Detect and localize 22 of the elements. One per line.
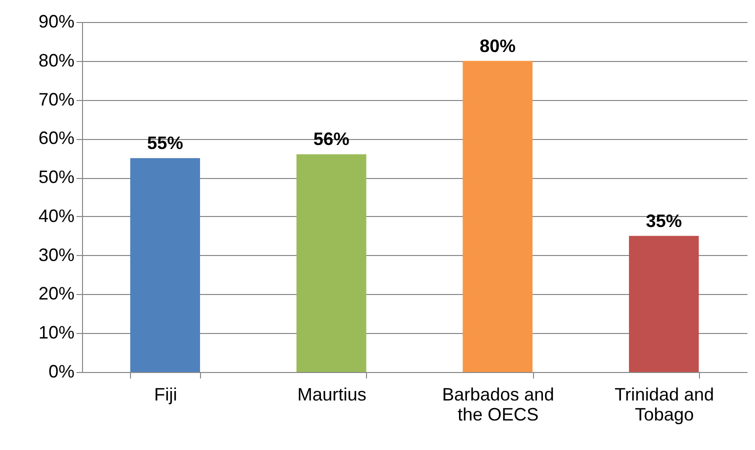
x-tick-label: Fiji: [154, 384, 178, 404]
x-tick-label: Barbados and the OECS: [442, 384, 554, 424]
y-tick-label: 40%: [38, 206, 74, 226]
y-tick-label: 10%: [38, 322, 74, 343]
bar: [296, 154, 366, 372]
data-label: 56%: [313, 129, 350, 150]
y-tick-label: 90%: [38, 12, 74, 32]
y-tick-label: 60%: [38, 128, 74, 148]
x-tick-label: Trinidad and Tobago: [614, 384, 714, 424]
data-label: 35%: [646, 210, 682, 231]
bar: [462, 60, 533, 372]
y-tick-label: 50%: [38, 167, 74, 188]
y-tick-label: 0%: [48, 362, 74, 382]
y-tick-label: 20%: [38, 284, 74, 304]
bar: [130, 158, 200, 372]
bar: [628, 236, 699, 372]
y-tick-label: 30%: [38, 244, 74, 265]
y-tick-label: 80%: [38, 50, 74, 70]
x-tick-label: Maurtius: [297, 384, 366, 404]
data-label: 80%: [480, 36, 516, 56]
y-tick-label: 70%: [38, 89, 74, 110]
data-label: 55%: [147, 133, 184, 154]
